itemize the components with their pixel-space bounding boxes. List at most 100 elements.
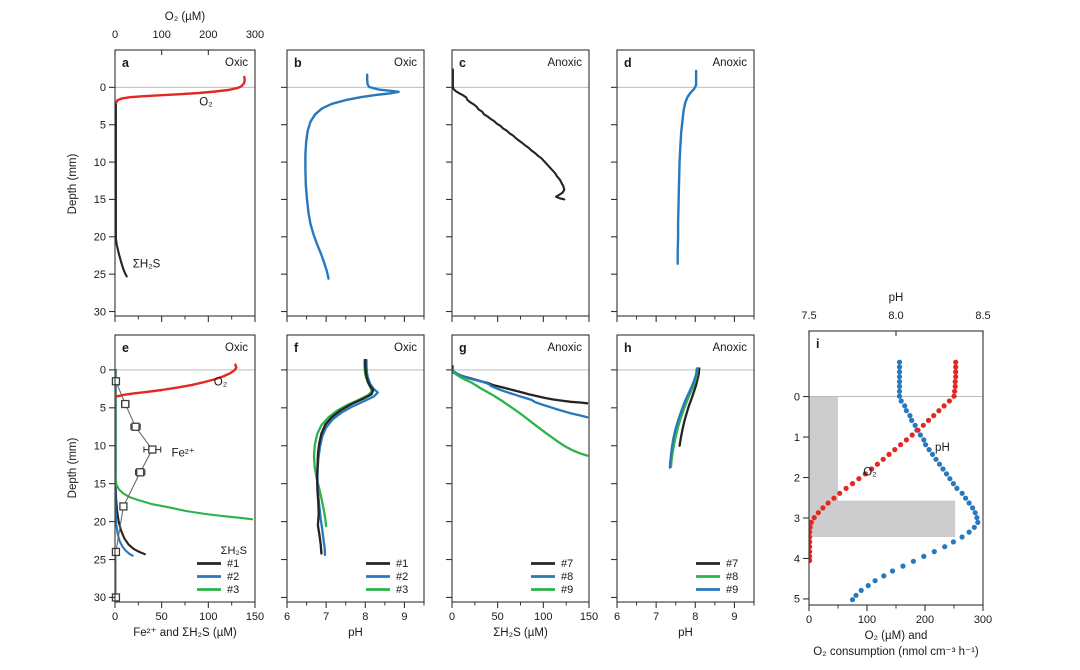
data-dot bbox=[959, 534, 965, 540]
data-dot bbox=[946, 398, 953, 404]
data-dot bbox=[943, 471, 950, 477]
condition-label: Anoxic bbox=[712, 57, 747, 69]
y-tick-label: 30 bbox=[94, 592, 106, 604]
panel-letter: h bbox=[624, 341, 632, 355]
fe-square-marker bbox=[111, 547, 121, 557]
legend-entry-label: #3 bbox=[227, 584, 239, 596]
data-dot bbox=[809, 524, 813, 530]
legend-entry-label: #1 bbox=[396, 558, 408, 570]
data-dot bbox=[853, 592, 859, 598]
series-fe-squares bbox=[111, 377, 162, 602]
data-dot bbox=[925, 417, 932, 423]
data-dot bbox=[953, 374, 959, 380]
panel-i: 0 100 200 300 O₂ (µM) and O₂ consumption (nmo… bbox=[794, 292, 992, 658]
data-dot bbox=[940, 466, 946, 472]
x-tick-label: 50 bbox=[492, 611, 504, 623]
panel-letter: c bbox=[459, 56, 466, 70]
fe-square-marker bbox=[111, 377, 121, 386]
fe-square-marker bbox=[136, 468, 145, 477]
y-tick-label: 15 bbox=[94, 478, 106, 490]
x-axis-title: ΣH₂S (µM) bbox=[493, 627, 548, 639]
data-dot bbox=[952, 379, 958, 385]
data-dot bbox=[831, 495, 837, 501]
x2-tick-label: 200 bbox=[199, 29, 217, 41]
curve-annotation: pH bbox=[935, 442, 950, 454]
condition-label: Anoxic bbox=[547, 342, 582, 354]
legend-entry-label: #7 bbox=[561, 558, 573, 570]
y-tick-label: 10 bbox=[94, 441, 106, 453]
panel-frame bbox=[286, 49, 425, 317]
y-tick-label: 0 bbox=[100, 365, 106, 377]
curve-annotation: O₂ bbox=[863, 466, 876, 478]
data-dot bbox=[896, 388, 903, 394]
curve-annotation: O₂ bbox=[199, 97, 212, 109]
data-dot bbox=[898, 398, 904, 404]
data-dot bbox=[959, 490, 965, 496]
data-dot bbox=[952, 383, 958, 389]
data-dot bbox=[809, 539, 813, 545]
x-tick-label: 150 bbox=[580, 611, 598, 623]
legend-title: ΣH₂S bbox=[221, 545, 247, 557]
y-tick-label: 5 bbox=[100, 120, 106, 132]
depth-axis-title-row2: Depth (mm) bbox=[67, 437, 79, 498]
condition-label: Anoxic bbox=[712, 342, 747, 354]
data-dot bbox=[865, 583, 871, 589]
legend-entry-label: #9 bbox=[726, 584, 738, 596]
data-dot bbox=[936, 408, 942, 414]
y-tick-label: 10 bbox=[94, 157, 106, 169]
series-line-#7 bbox=[452, 364, 589, 405]
panel-frame bbox=[451, 49, 590, 317]
x-tick-label: 300 bbox=[974, 614, 992, 626]
condition-label: Oxic bbox=[394, 57, 417, 69]
series-line-#8 bbox=[452, 369, 589, 419]
panel-c: c Anoxic bbox=[446, 49, 590, 322]
data-dot bbox=[874, 461, 881, 467]
data-dot bbox=[936, 461, 943, 467]
data-dot bbox=[856, 476, 862, 482]
data-dot bbox=[915, 427, 921, 433]
data-dot bbox=[889, 568, 896, 574]
data-dot bbox=[809, 544, 813, 550]
x-tick-label: 8 bbox=[362, 611, 368, 623]
y-tick-label: 15 bbox=[94, 194, 106, 206]
y-tick-label: 25 bbox=[94, 269, 106, 281]
panel-letter: f bbox=[294, 341, 299, 355]
panel-d: d Anoxic bbox=[611, 49, 755, 322]
data-dot bbox=[907, 413, 913, 419]
data-dot bbox=[825, 500, 831, 506]
panel-letter: b bbox=[294, 56, 302, 70]
x-tick-label: 0 bbox=[112, 611, 118, 623]
y-tick-label: 3 bbox=[794, 513, 800, 525]
fe-square-marker bbox=[131, 422, 140, 431]
y-tick-label: 5 bbox=[100, 403, 106, 415]
data-dot bbox=[917, 432, 924, 438]
x-tick-label: 7 bbox=[653, 611, 659, 623]
fe-connector-line bbox=[115, 381, 153, 598]
data-dot bbox=[900, 563, 906, 569]
x2-tick-label: 8.5 bbox=[975, 310, 990, 322]
series-dots-ph bbox=[849, 359, 981, 603]
x-tick-label: 0 bbox=[806, 614, 812, 626]
legend-entry-label: #2 bbox=[227, 571, 239, 583]
data-dot bbox=[952, 388, 958, 394]
data-dot bbox=[933, 456, 939, 462]
fe-square-marker bbox=[148, 445, 157, 454]
x-tick-label: 6 bbox=[284, 611, 290, 623]
data-dot bbox=[920, 422, 926, 428]
data-dot bbox=[921, 437, 927, 443]
legend-entry-label: #8 bbox=[726, 571, 738, 583]
y-tick-label: 25 bbox=[94, 554, 106, 566]
data-dot bbox=[909, 432, 915, 438]
x-axis-title: Fe²⁺ and ΣH₂S (µM) bbox=[133, 627, 237, 639]
data-dot bbox=[972, 510, 978, 516]
series-line-o- bbox=[115, 75, 246, 105]
y-tick-label: 0 bbox=[100, 82, 106, 94]
data-dot bbox=[809, 557, 813, 564]
data-dot bbox=[953, 369, 959, 375]
data-dot bbox=[966, 500, 972, 506]
condition-label: Oxic bbox=[225, 57, 248, 69]
data-dot bbox=[896, 393, 903, 399]
panel-letter: d bbox=[624, 56, 632, 70]
x-tick-label: 100 bbox=[858, 614, 876, 626]
